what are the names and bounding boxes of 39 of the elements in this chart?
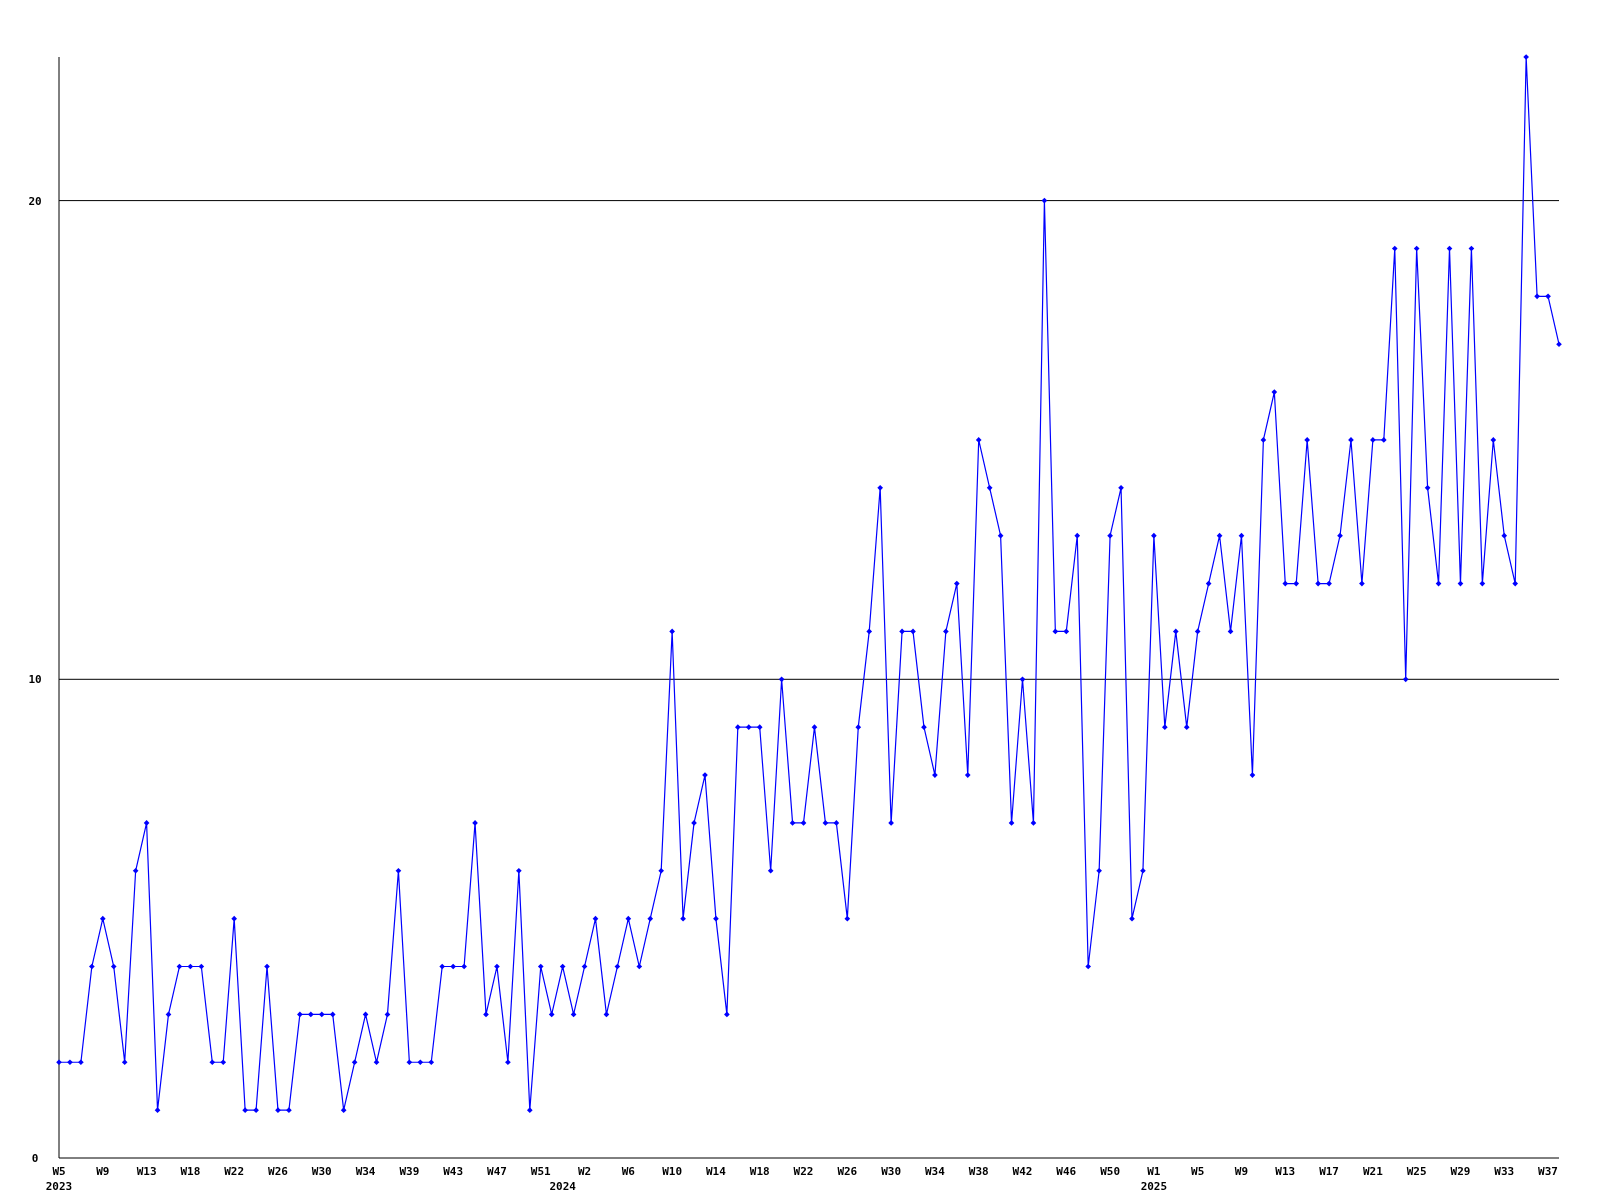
x-tick-label: W34 [355,1165,376,1178]
y-tick-label: 10 [28,673,42,687]
x-tick-label: W13 [1275,1165,1296,1178]
x-tick-label: W43 [443,1165,464,1178]
x-tick-label: W34 [924,1165,946,1178]
x-tick-label: W9 [96,1165,110,1178]
x-tick-label: W26 [837,1165,858,1178]
x-tick-label: W22 [793,1165,814,1178]
x-tick-label: W51 [530,1165,552,1178]
x-tick-label: W9 [1234,1165,1249,1178]
x-tick-label: W13 [136,1165,157,1178]
x-tick-label: W26 [268,1165,289,1178]
x-tick-label: W30 [881,1165,902,1178]
y-tick-label: 0 [31,1152,39,1165]
x-tick-label: W10 [662,1165,683,1178]
x-tick-label: W30 [311,1165,332,1178]
x-tick-label: W39 [399,1165,420,1178]
x-tick-label: W46 [1056,1165,1077,1178]
x-tick-label: W25 [1406,1165,1427,1178]
x-tick-label: W37 [1538,1165,1558,1178]
x-tick-label: W42 [1012,1165,1033,1178]
x-tick-label: W6 [621,1165,636,1178]
x-tick-label: W1 2025 [1140,1165,1168,1193]
x-tick-label: W33 [1494,1165,1515,1178]
x-tick-label: W38 [968,1165,989,1178]
x-tick-label: W29 [1450,1165,1471,1178]
x-tick-label: 2024 [549,1180,577,1193]
x-tick-label: W22 [224,1165,245,1178]
x-tick-label: W5 [1191,1165,1205,1178]
x-tick-label: W17 [1319,1165,1340,1178]
y-tick-label: 20 [28,194,42,208]
x-tick-label: W5 2023 [45,1165,73,1193]
x-tick-label: W47 [487,1165,507,1178]
x-tick-label: W18 [749,1165,770,1178]
x-tick-label: W2 [577,1165,592,1178]
x-tick-label: W18 [180,1165,201,1178]
x-tick-label: W50 [1100,1165,1121,1178]
x-tick-label: W21 [1362,1165,1384,1178]
x-tick-label: W14 [706,1165,727,1178]
